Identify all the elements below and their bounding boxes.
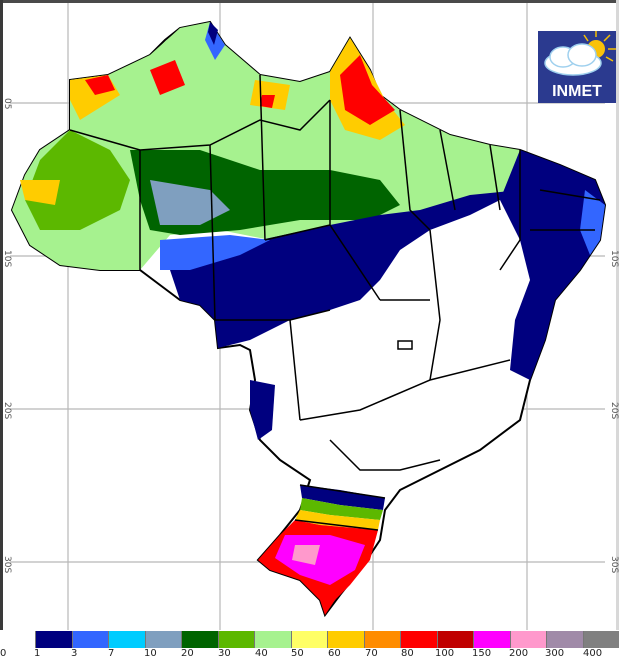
lat-label-right-30s: 30S	[609, 556, 619, 574]
legend-labels: 0 1 3 7 10 20 30 40 50 60 70 80 100 150 …	[0, 648, 619, 660]
lat-label-right-10s: 10S	[609, 250, 619, 268]
lat-label-right-20s: 20S	[609, 402, 619, 420]
lat-label-left-10s: 10S	[2, 250, 12, 268]
precipitation-map	[10, 3, 607, 630]
lat-label-left-5: 05	[2, 98, 12, 110]
frame-border-right	[616, 0, 619, 630]
legend-label: 70	[365, 648, 378, 659]
legend-label: 10	[144, 648, 157, 659]
legend-swatch-6	[217, 631, 255, 648]
cloud-sun-icon	[544, 31, 616, 76]
logo-text: INMET	[552, 83, 602, 100]
legend-swatch-0	[0, 631, 36, 648]
legend-swatch-8	[290, 631, 328, 648]
legend-swatch-13	[473, 631, 510, 648]
legend-swatch-5	[181, 631, 218, 648]
legend-swatch-11	[400, 631, 437, 648]
legend-label: 20	[181, 648, 194, 659]
legend-swatch-7	[254, 631, 291, 648]
legend-swatch-12	[436, 631, 474, 648]
legend-label: 50	[291, 648, 304, 659]
legend-label: 3	[71, 648, 78, 659]
legend-swatch-10	[363, 631, 401, 648]
legend-swatch-4	[144, 631, 182, 648]
frame-border-left	[0, 0, 3, 630]
legend-label: 60	[328, 648, 341, 659]
frame-border-top	[0, 0, 619, 3]
legend-swatch-15	[546, 631, 583, 648]
legend-swatch-14	[509, 631, 547, 648]
legend-label: 40	[255, 648, 268, 659]
legend-label: 7	[108, 648, 115, 659]
legend-label: 300	[545, 648, 565, 659]
legend-swatch-16	[582, 631, 619, 648]
legend-label: 30	[218, 648, 231, 659]
legend-swatch-3	[108, 631, 145, 648]
legend-label: 1	[34, 648, 41, 659]
inmet-logo: INMET	[538, 31, 616, 103]
legend-color-bar	[0, 631, 619, 648]
state-borders	[69, 74, 601, 531]
legend-label: 200	[509, 648, 529, 659]
legend-swatch-9	[327, 631, 364, 648]
legend-swatch-2	[71, 631, 109, 648]
legend-label: 150	[472, 648, 492, 659]
legend-label: 80	[401, 648, 414, 659]
legend-label: 400	[583, 648, 603, 659]
legend-label: 100	[435, 648, 455, 659]
lat-label-left-30s: 30S	[2, 556, 12, 574]
legend-label: 0	[0, 648, 7, 659]
legend-swatch-1	[35, 631, 72, 648]
precip-fills	[12, 22, 605, 615]
lat-label-left-20s: 20S	[2, 402, 12, 420]
